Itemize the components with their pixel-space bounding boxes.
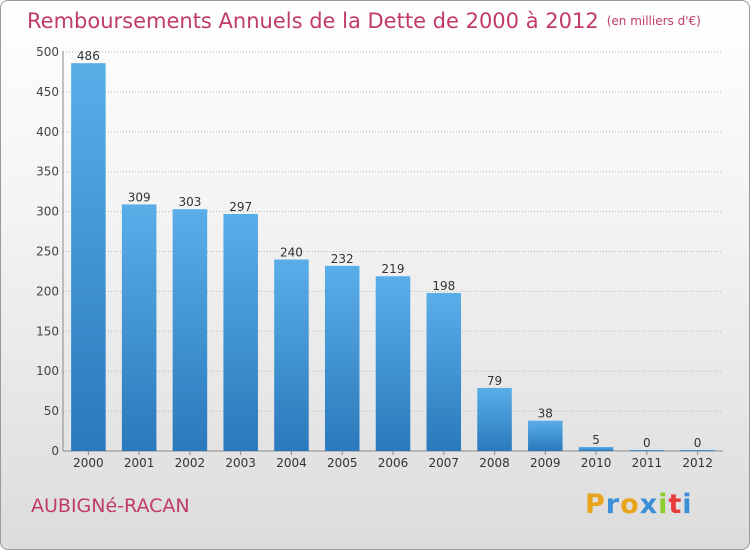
x-tick-label: 2007 <box>428 456 459 470</box>
bar <box>274 259 309 451</box>
data-label: 38 <box>538 407 553 421</box>
bar <box>121 204 157 451</box>
y-tick-label: 350 <box>36 165 59 179</box>
x-tick-label: 2003 <box>225 456 256 470</box>
data-label: 5 <box>592 433 600 447</box>
data-label: 79 <box>487 374 502 388</box>
bar <box>426 292 462 451</box>
bar <box>172 209 208 451</box>
x-tick-label: 2004 <box>276 456 307 470</box>
y-tick-label: 150 <box>36 324 59 338</box>
x-tick-label: 2010 <box>581 456 612 470</box>
bar <box>629 450 665 451</box>
x-tick-label: 2005 <box>327 456 358 470</box>
data-label: 232 <box>331 252 354 266</box>
data-label: 297 <box>229 200 252 214</box>
y-tick-label: 0 <box>51 444 59 458</box>
y-tick-label: 250 <box>36 245 59 259</box>
x-tick-label: 2002 <box>175 456 206 470</box>
data-label: 309 <box>128 190 151 204</box>
chart-unit: (en milliers d'€) <box>606 14 701 28</box>
chart-title: Remboursements Annuels de la Dette de 20… <box>27 9 701 33</box>
bar <box>578 447 614 451</box>
data-label: 0 <box>694 436 702 450</box>
y-tick-label: 200 <box>36 284 59 298</box>
proxiti-logo: Proxiti <box>585 489 693 520</box>
y-tick-label: 400 <box>36 125 59 139</box>
logo-letter: o <box>620 489 640 520</box>
commune-name: AUBIGNé-RACAN <box>31 495 190 517</box>
y-tick-label: 100 <box>36 364 59 378</box>
y-tick-label: 300 <box>36 205 59 219</box>
chart-title-text: Remboursements Annuels de la Dette de 20… <box>27 9 599 33</box>
data-label: 0 <box>643 436 651 450</box>
logo-letter: i <box>682 489 693 520</box>
bar <box>680 450 715 451</box>
logo-letter: i <box>658 489 669 520</box>
x-tick-label: 2006 <box>378 456 409 470</box>
logo-letter: r <box>605 489 621 520</box>
data-label: 303 <box>178 195 201 209</box>
x-tick-label: 2000 <box>73 456 104 470</box>
x-tick-label: 2011 <box>632 456 663 470</box>
data-label: 198 <box>432 279 455 293</box>
logo-letter: P <box>585 489 606 520</box>
bar <box>223 213 258 451</box>
bar <box>71 63 106 452</box>
data-label: 486 <box>77 49 100 63</box>
y-tick-label: 500 <box>36 45 59 59</box>
x-tick-label: 2008 <box>479 456 510 470</box>
data-label: 219 <box>382 262 405 276</box>
x-tick-label: 2009 <box>530 456 561 470</box>
bar <box>528 420 563 451</box>
x-tick-label: 2001 <box>124 456 155 470</box>
x-tick-label: 2012 <box>682 456 713 470</box>
bar <box>324 265 360 451</box>
data-label: 240 <box>280 245 303 259</box>
bar <box>375 276 411 451</box>
y-tick-label: 450 <box>36 85 59 99</box>
logo-letter: t <box>668 489 683 520</box>
logo-letter: x <box>639 489 659 520</box>
bar <box>477 387 512 451</box>
y-tick-label: 50 <box>44 404 59 418</box>
